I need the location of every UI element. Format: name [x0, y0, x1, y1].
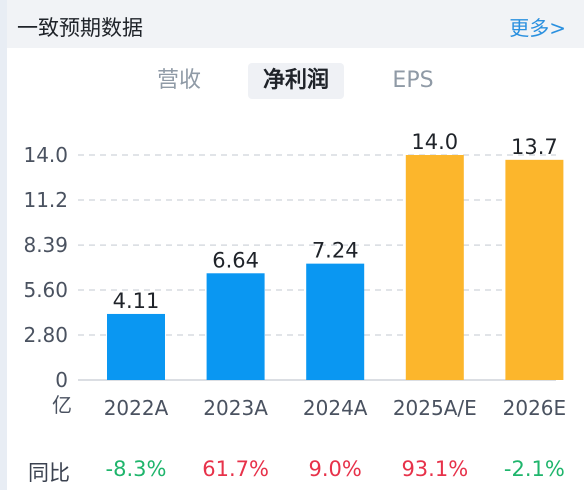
y-tick-label: 11.2: [23, 188, 68, 212]
yoy-label: 同比: [28, 461, 70, 485]
bar-value-label: 4.11: [113, 289, 160, 313]
x-tick-label: 2025A/E: [393, 396, 477, 420]
bar-value-label: 13.7: [511, 135, 558, 159]
y-tick-label: 5.60: [23, 278, 68, 302]
x-tick-label: 2022A: [104, 396, 169, 420]
bar-2026e[interactable]: [505, 159, 564, 380]
tab-net-profit[interactable]: 净利润: [248, 63, 344, 99]
yoy-value: -8.3%: [105, 457, 167, 481]
bar-value-label: 7.24: [312, 239, 359, 263]
x-tick-label: 2024A: [303, 396, 368, 420]
section-header: 一致预期数据 更多>: [7, 0, 584, 48]
bar-value-label: 6.64: [212, 248, 259, 272]
x-tick-label: 2023A: [203, 396, 268, 420]
y-tick-label: 8.39: [23, 233, 68, 257]
more-link[interactable]: 更多>: [509, 16, 566, 40]
bar-2024a[interactable]: [306, 263, 365, 380]
yoy-value: 9.0%: [308, 457, 362, 481]
left-edge-bar: [0, 0, 7, 490]
tab-eps[interactable]: EPS: [392, 68, 434, 93]
tab-revenue[interactable]: 营收: [156, 68, 201, 93]
bar-2025a-e[interactable]: [405, 155, 464, 380]
section-title: 一致预期数据: [17, 16, 143, 40]
yoy-value: -2.1%: [503, 457, 565, 481]
y-tick-label: 14.0: [23, 143, 68, 167]
y-tick-label: 0: [55, 368, 68, 392]
y-tick-label: 2.80: [23, 323, 68, 347]
bar-value-label: 14.0: [411, 130, 458, 154]
net-profit-bar-chart: 0 2.80 5.60 8.39 11.2 14.0 亿 4.11 2022A 6.64 2023A…: [23, 130, 567, 420]
yoy-value: 93.1%: [401, 457, 469, 481]
x-tick-label: 2026E: [503, 396, 567, 420]
bar-2022a[interactable]: [107, 313, 165, 380]
bar-2023a[interactable]: [206, 273, 265, 380]
yoy-value: 61.7%: [202, 457, 269, 481]
unit-label: 亿: [52, 393, 72, 417]
